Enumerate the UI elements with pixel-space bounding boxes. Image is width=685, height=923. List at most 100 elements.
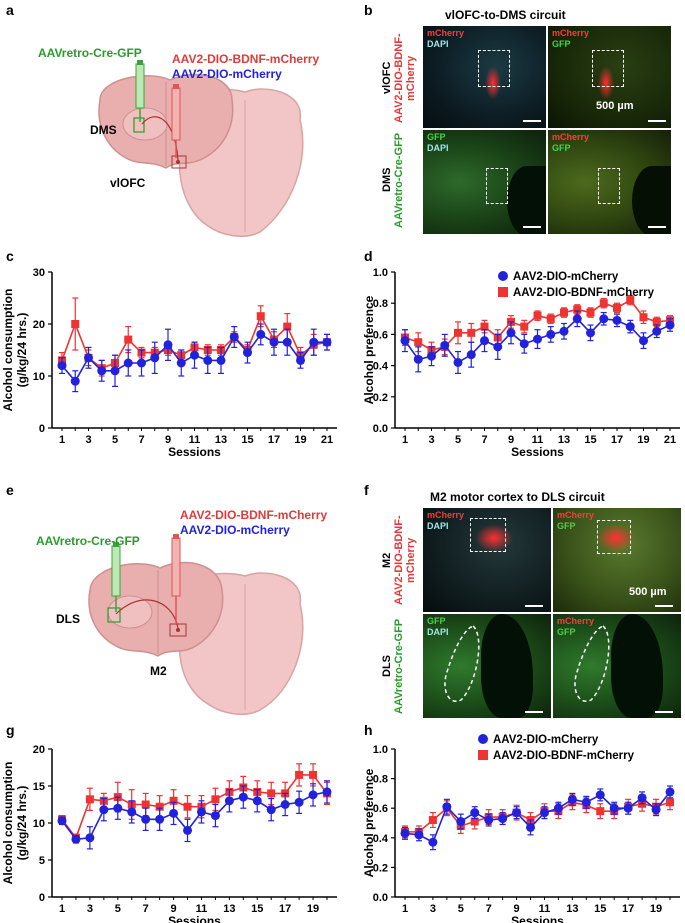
micro-row1-label-f: M2 AAV2-DIO-BDNF-mCherry [381,508,417,612]
roi-box [592,50,624,87]
channel-labels: GFP DAPI [427,616,449,637]
x-tick-label: 9 [514,903,520,915]
panel-label-a: a [6,2,14,18]
channel-labels: GFP DAPI [427,132,449,153]
source-region-label: M2 [150,664,167,678]
x-tick-label: 1 [59,903,65,915]
legend-marker [478,750,488,760]
data-point-circle [169,808,179,818]
channel-labels: mCherry DAPI [427,28,465,49]
y-tick-label: 0 [39,892,45,904]
y-tick-label: 0.6 [373,803,388,815]
y-tick-label: 0.8 [373,774,388,786]
retro-virus-label: AAVretro-Cre-GFP [36,534,140,548]
data-point-circle [512,808,522,818]
x-axis-label: Sessions [168,914,221,923]
data-point-square [586,308,595,317]
data-point-circle [190,350,199,360]
retro-virus-label: AAVretro-Cre-GFP [38,46,142,60]
legend-label: AAV2-DIO-BDNF-mCherry [493,750,635,762]
data-point-square [124,335,133,344]
y-tick-label: 0.0 [373,892,388,904]
data-point-circle [546,329,556,339]
data-point-square [470,817,479,826]
data-point-circle [97,366,107,376]
data-point-square [309,770,318,779]
data-point-circle [612,315,622,325]
data-point-circle [57,361,67,371]
y-tick-label: 0.2 [373,862,388,874]
roi-box [486,168,508,204]
x-tick-label: 1 [402,903,408,915]
data-point-square [613,303,621,312]
scale-bar [648,120,666,122]
data-point-circle [150,353,160,363]
x-tick-label: 7 [481,434,487,446]
data-point-circle [456,817,466,827]
data-point-square [599,299,608,308]
scale-label: 500 µm [629,586,667,598]
data-point-circle [196,807,206,817]
y-axis-label: Alcohol consumption [1,762,15,885]
x-axis-label: Sessions [511,445,564,459]
y-axis-label: Alcohol preference [362,768,376,877]
y-tick-label: 0.8 [373,298,388,310]
data-point-circle [623,803,633,813]
data-point-circle [127,807,137,817]
y-tick-label: 1.0 [373,267,388,279]
data-point-circle [203,355,213,365]
channel-labels: mCherry GFP [557,616,595,637]
data-point-circle [567,794,577,804]
micrograph-f3: GFP DAPI [423,614,551,718]
data-point-circle [163,340,173,350]
chart-h: 0.00.20.40.60.81.01 3 5 7 9 11 13 15 17 19Session… [362,734,680,923]
x-tick-label: 15 [584,434,596,446]
x-tick-label: 13 [566,903,578,915]
x-tick-label: 5 [458,903,464,915]
data-point-square [141,800,150,809]
data-point-circle [309,337,319,347]
data-point-circle [123,358,133,368]
x-tick-label: 3 [87,903,93,915]
micrograph-f2: mCherry GFP 500 µm [553,508,681,612]
y-axis-label: (g/kg/24 hrs.) [15,786,29,861]
data-point-circle [99,805,109,815]
scale-bar [648,226,666,228]
row2-region: DMS [381,167,393,193]
roi-box [598,168,620,204]
data-point-circle [238,792,248,802]
data-point-square [256,312,265,321]
y-tick-label: 5 [39,855,45,867]
data-point-square [560,308,568,317]
data-point-circle [400,828,410,838]
y-tick-label: 0.6 [373,329,388,341]
x-tick-label: 11 [532,434,544,446]
bdnf-virus-label: AAV2-DIO-BDNF-mCherry [180,508,328,522]
micrograph-b2: mCherry GFP 500 µm [548,26,671,128]
data-point-square [596,807,605,816]
data-point-circle [256,329,266,339]
data-point-circle [586,328,595,338]
x-tick-label: 19 [650,903,662,915]
y-tick-label: 0.4 [373,361,389,373]
x-tick-label: 7 [486,903,492,915]
x-tick-label: 21 [664,434,676,446]
micro-row2-label-b: DMS AAVretro-Cre-GFP [381,130,407,230]
data-point-circle [572,314,582,324]
data-point-square [267,789,276,798]
micro-title-f: M2 motor cortex to DLS circuit [430,490,605,504]
x-tick-label: 5 [112,434,118,446]
micrograph-b4: mCherry GFP [548,130,671,234]
bdnf-virus-label: AAV2-DIO-BDNF-mCherry [172,52,320,66]
x-tick-label: 9 [171,903,177,915]
data-point-square [573,305,582,314]
row2-region: DLS [381,655,393,677]
channel-labels: mCherry GFP [552,28,590,49]
data-point-square [652,317,661,326]
data-point-circle [266,805,276,815]
row1-region: M2 [381,552,393,568]
data-point-circle [466,350,476,360]
data-point-square [169,796,178,805]
